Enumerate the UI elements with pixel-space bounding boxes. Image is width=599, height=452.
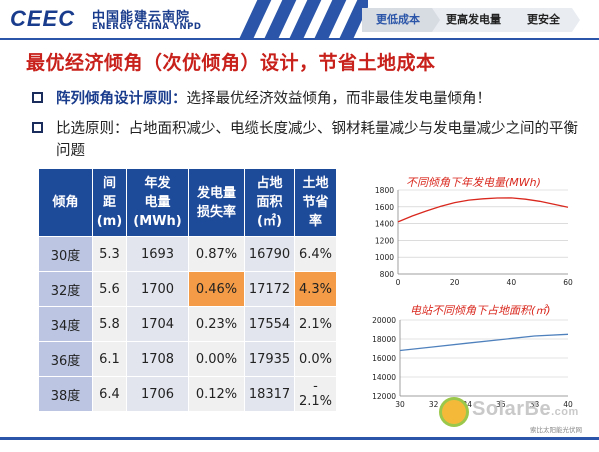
table-cell: 0.23%	[188, 306, 245, 342]
table-cell: 18317	[244, 376, 295, 412]
logo-mark: CEEC	[10, 6, 76, 31]
table-row: 34度 5.8 1704 0.23% 17554 2.1%	[38, 306, 337, 342]
col-header-spacing: 间距 (m)	[92, 168, 127, 237]
watermark-subtitle: 索比太阳能光伏网	[530, 426, 582, 434]
logo-company-english: ENERGY CHINA YNPD	[92, 22, 202, 32]
nav-higher-yield[interactable]: 更高发电量	[432, 8, 521, 32]
y-tick-label: 14000	[372, 373, 396, 382]
y-tick-label: 16000	[372, 354, 396, 363]
decorative-stripes	[228, 0, 368, 38]
table-cell: 6.4	[92, 376, 127, 412]
slide-title: 最优经济倾角（次优倾角）设计，节省土地成本	[26, 52, 436, 74]
table-cell: 32度	[38, 271, 93, 307]
x-tick-label: 30	[395, 400, 405, 409]
yield-chart-title: 不同倾角下年发电量(MWh)	[406, 176, 541, 189]
table-cell: 1708	[126, 341, 189, 377]
table-cell: 17172	[244, 271, 295, 307]
y-tick-label: 1800	[375, 186, 394, 195]
watermark-brand: SolarBe.com	[472, 398, 579, 420]
table-cell: -2.1%	[294, 376, 337, 412]
y-tick-label: 1000	[375, 253, 394, 262]
series-line	[397, 197, 569, 223]
y-tick-label: 800	[380, 270, 395, 279]
table-cell: 0.12%	[188, 376, 245, 412]
nav-lower-cost[interactable]: 更低成本	[362, 8, 440, 32]
area-chart: 电站不同倾角下占地面积(㎡) 12000 14000 16000 18000 20000…	[360, 300, 580, 418]
tilt-comparison-table: 倾角 间距 (m) 年发 电量 (MWh) 发电量 损失率 占地 面积 (㎡) 土地 节省率 …	[38, 168, 337, 412]
table-cell: 1706	[126, 376, 189, 412]
area-chart-svg: 12000 14000 16000 18000 20000 30 32 34 36 38 40	[372, 316, 573, 409]
table-cell: 30度	[38, 236, 93, 272]
table-cell: 5.3	[92, 236, 127, 272]
header: CEEC 中国能建云南院 ENERGY CHINA YNPD 更低成本 更高发电…	[0, 0, 599, 38]
nav-safer[interactable]: 更安全	[513, 8, 580, 32]
table-cell: 1693	[126, 236, 189, 272]
table-cell: 0.00%	[188, 341, 245, 377]
table-cell: 2.1%	[294, 306, 337, 342]
table-row: 32度 5.6 1700 0.46% 17172 4.3%	[38, 271, 337, 307]
table-cell: 6.4%	[294, 236, 337, 272]
table-cell: 36度	[38, 341, 93, 377]
series-line	[399, 333, 569, 352]
table-cell: 17554	[244, 306, 295, 342]
col-header-loss: 发电量 损失率	[188, 168, 245, 237]
table-cell: 16790	[244, 236, 295, 272]
x-tick-label: 60	[563, 278, 573, 287]
bullet-box-icon	[32, 122, 43, 133]
header-divider	[0, 38, 599, 40]
col-header-area: 占地 面积 (㎡)	[244, 168, 295, 237]
logo-company-name: 中国能建云南院	[92, 10, 191, 25]
watermark: SolarBe.com 索比太阳能光伏网	[440, 396, 590, 436]
bullet-comparison-text: 比选原则：占地面积减少、电缆长度减少、钢材耗量减少与发电量减少之间的平衡问题	[56, 121, 578, 159]
table-cell: 34度	[38, 306, 93, 342]
y-tick-label: 1200	[375, 236, 394, 245]
col-header-yield: 年发 电量 (MWh)	[126, 168, 189, 237]
yield-chart-svg: 800 1000 1200 1400 1600 1800 0 20 40 60	[375, 186, 573, 287]
bullet-principle: 阵列倾角设计原则：选择最优经济效益倾角，而非最佳发电量倾角！	[32, 88, 592, 110]
table-cell: 4.3%	[294, 271, 337, 307]
x-tick-label: 20	[450, 278, 460, 287]
table-cell: 5.8	[92, 306, 127, 342]
x-tick-label: 38	[530, 400, 540, 409]
y-tick-label: 1400	[375, 220, 394, 229]
table-cell: 6.1	[92, 341, 127, 377]
table-cell: 1704	[126, 306, 189, 342]
area-chart-title: 电站不同倾角下占地面积(㎡)	[410, 304, 551, 317]
table-cell: 0.87%	[188, 236, 245, 272]
table-cell: 17935	[244, 341, 295, 377]
x-tick-label: 36	[496, 400, 506, 409]
bullet-comparison: 比选原则：占地面积减少、电缆长度减少、钢材耗量减少与发电量减少之间的平衡问题	[32, 118, 592, 162]
y-tick-label: 1600	[375, 203, 394, 212]
bullet-box-icon	[32, 92, 43, 103]
x-tick-label: 32	[429, 400, 439, 409]
bullet-principle-text: 选择最优经济效益倾角，而非最佳发电量倾角！	[186, 91, 492, 107]
y-tick-label: 18000	[372, 335, 396, 344]
table-cell: 1700	[126, 271, 189, 307]
footer-divider	[0, 437, 599, 440]
y-tick-label: 12000	[372, 392, 396, 401]
table-cell: 0.46%	[188, 271, 245, 307]
nav-bar: 更低成本 更高发电量 更安全	[362, 8, 580, 32]
col-header-angle: 倾角	[38, 168, 93, 237]
x-tick-label: 0	[396, 278, 401, 287]
bullet-principle-label: 阵列倾角设计原则：	[56, 91, 187, 107]
y-tick-label: 20000	[372, 316, 396, 325]
sun-flower-icon	[442, 400, 466, 424]
yield-chart: 不同倾角下年发电量(MWh) 800 1000 1200 1400 1600 1800 0 2…	[360, 170, 580, 300]
table-cell: 0.0%	[294, 341, 337, 377]
x-tick-label: 34	[462, 400, 472, 409]
x-tick-label: 40	[563, 400, 573, 409]
table-row: 38度 6.4 1706 0.12% 18317-2.1%	[38, 376, 337, 412]
table-cell: 5.6	[92, 271, 127, 307]
table-cell: 38度	[38, 376, 93, 412]
table-row: 30度 5.3 1693 0.87% 16790 6.4%	[38, 236, 337, 272]
x-tick-label: 40	[507, 278, 517, 287]
col-header-saving: 土地 节省率	[294, 168, 337, 237]
table-row: 36度 6.1 1708 0.00% 17935 0.0%	[38, 341, 337, 377]
